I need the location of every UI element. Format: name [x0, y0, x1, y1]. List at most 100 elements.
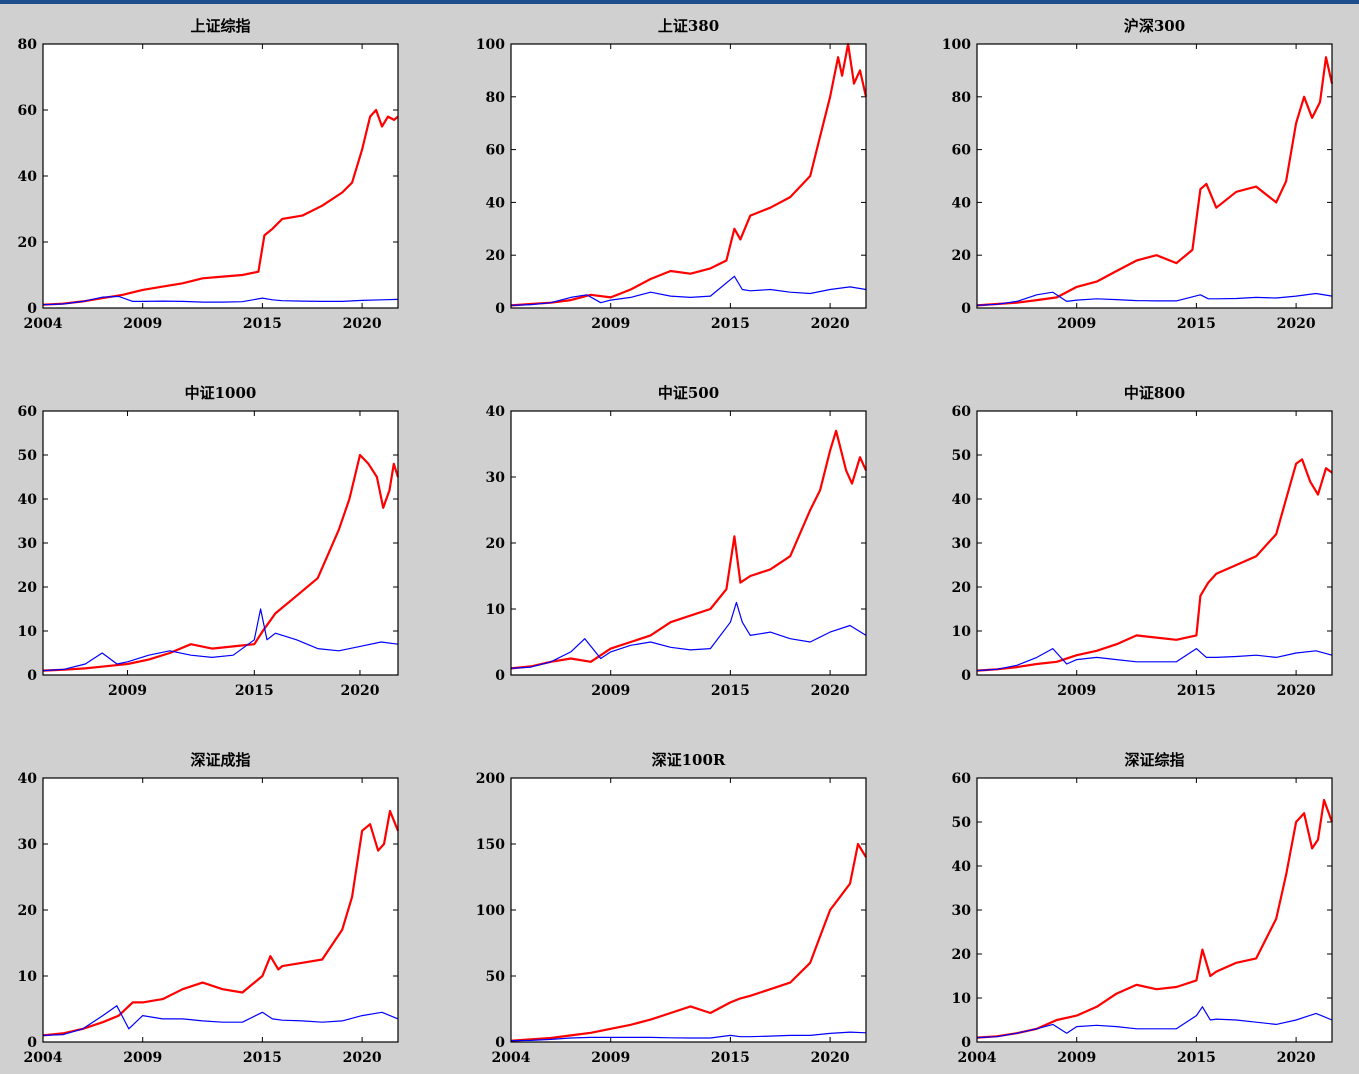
- top-accent-rule: [0, 0, 1359, 4]
- x-tick-label: 2009: [1057, 683, 1096, 699]
- x-tick-label: 2020: [343, 316, 382, 332]
- y-tick-label: 40: [952, 859, 972, 875]
- y-tick-label: 10: [952, 991, 972, 1007]
- x-tick-label: 2020: [811, 316, 850, 332]
- y-tick-label: 40: [18, 492, 38, 508]
- chart-title: 上证380: [658, 17, 719, 35]
- x-tick-label: 2004: [492, 1050, 531, 1066]
- chart-panel: 中证1000 0 10 20 30 40 50 60 2009 2015 2020: [18, 384, 400, 699]
- x-tick-label: 2020: [811, 683, 850, 699]
- chart-panel: 上证380 0 20 40 60 80 100 2009 2015 2020: [476, 17, 868, 332]
- plot-frame: [510, 43, 867, 309]
- y-tick-label: 100: [942, 37, 971, 53]
- series-line-red: [42, 453, 400, 672]
- y-tick-label: 20: [18, 235, 38, 251]
- y-tick-label: 60: [952, 143, 972, 159]
- chart-panel: 沪深300 0 20 40 60 80 100 2009 2015 2020: [942, 17, 1334, 332]
- x-tick-label: 2015: [243, 1050, 282, 1066]
- y-tick-label: 60: [18, 103, 38, 119]
- y-tick-label: 30: [18, 536, 38, 552]
- x-tick-label: 2009: [591, 683, 630, 699]
- series-line-blue: [976, 291, 1333, 306]
- y-tick-label: 40: [18, 771, 38, 787]
- x-tick-label: 2009: [123, 1050, 162, 1066]
- y-tick-label: 20: [952, 580, 972, 596]
- x-tick-label: 2004: [958, 1050, 997, 1066]
- plot-frame: [42, 777, 399, 1043]
- y-tick-label: 60: [952, 771, 972, 787]
- plot-frame: [510, 777, 867, 1043]
- x-tick-label: 2020: [1277, 683, 1316, 699]
- y-tick-label: 20: [18, 903, 38, 919]
- y-tick-label: 60: [18, 404, 38, 420]
- y-tick-label: 10: [952, 624, 972, 640]
- chart-panel: 中证500 0 10 20 30 40 2009 2015 2020: [486, 384, 868, 699]
- y-tick-label: 20: [486, 248, 506, 264]
- chart-panel: 深证综指 0 10 20 30 40 50 60 2004 2009 2015 2020: [952, 751, 1334, 1066]
- y-tick-label: 50: [486, 969, 506, 985]
- y-tick-label: 20: [18, 580, 38, 596]
- y-tick-label: 40: [486, 404, 506, 420]
- plot-area: [43, 44, 398, 308]
- chart-panel: 上证综指 0 20 40 60 80 2004 2009 2015 2020: [18, 17, 399, 332]
- series-line-blue: [510, 275, 867, 306]
- chart-title: 深证100R: [652, 751, 726, 769]
- y-tick-label: 0: [27, 1035, 37, 1051]
- chart-panel: 深证100R 0 50 100 150 200 2004 2009 2015 2020: [476, 751, 867, 1066]
- y-tick-label: 10: [18, 624, 38, 640]
- plot-frame: [976, 410, 1333, 676]
- y-tick-label: 30: [952, 903, 972, 919]
- y-tick-label: 30: [486, 470, 506, 486]
- y-tick-label: 40: [18, 169, 38, 185]
- plot-area: [511, 778, 866, 1042]
- plot-area: [977, 411, 1332, 675]
- y-tick-label: 50: [952, 815, 972, 831]
- plot-area: [977, 778, 1332, 1042]
- y-tick-label: 200: [476, 771, 505, 787]
- y-tick-label: 60: [486, 143, 506, 159]
- y-tick-label: 100: [476, 37, 505, 53]
- y-tick-label: 30: [18, 837, 38, 853]
- chart-title: 上证综指: [190, 17, 250, 35]
- y-tick-label: 10: [18, 969, 38, 985]
- y-tick-label: 20: [486, 536, 506, 552]
- series-line-blue: [976, 648, 1333, 672]
- y-tick-label: 30: [952, 536, 972, 552]
- x-tick-label: 2009: [591, 1050, 630, 1066]
- x-tick-label: 2009: [1057, 1050, 1096, 1066]
- chart-panel: 中证800 0 10 20 30 40 50 60 2009 2015 2020: [952, 384, 1333, 699]
- series-line-red: [510, 842, 867, 1042]
- y-tick-label: 20: [952, 947, 972, 963]
- y-tick-label: 80: [18, 37, 38, 53]
- series-line-red: [510, 429, 868, 670]
- x-tick-label: 2009: [591, 316, 630, 332]
- plot-frame: [42, 43, 399, 309]
- y-tick-label: 60: [952, 404, 972, 420]
- y-tick-label: 0: [27, 668, 37, 684]
- x-tick-label: 2004: [24, 316, 63, 332]
- series-line-blue: [510, 601, 867, 669]
- series-line-red: [976, 798, 1334, 1039]
- plot-frame: [976, 43, 1333, 309]
- x-tick-label: 2020: [1277, 316, 1316, 332]
- plot-frame: [976, 777, 1333, 1043]
- x-tick-label: 2009: [1057, 316, 1096, 332]
- x-tick-label: 2009: [108, 683, 147, 699]
- series-line-red: [42, 108, 399, 306]
- chart-title: 深证综指: [1124, 751, 1184, 769]
- y-tick-label: 40: [952, 195, 972, 211]
- y-tick-label: 0: [27, 301, 37, 317]
- x-tick-label: 2015: [243, 316, 282, 332]
- series-line-blue: [976, 1006, 1333, 1039]
- y-tick-label: 0: [495, 1035, 505, 1051]
- x-tick-label: 2004: [24, 1050, 63, 1066]
- y-tick-label: 0: [495, 668, 505, 684]
- series-line-red: [510, 42, 868, 307]
- y-tick-label: 10: [486, 602, 506, 618]
- plot-area: [43, 778, 398, 1042]
- plot-area: [43, 411, 398, 675]
- series-line-blue: [42, 295, 399, 306]
- x-tick-label: 2020: [343, 1050, 382, 1066]
- x-tick-label: 2015: [1177, 1050, 1216, 1066]
- plot-area: [511, 411, 866, 675]
